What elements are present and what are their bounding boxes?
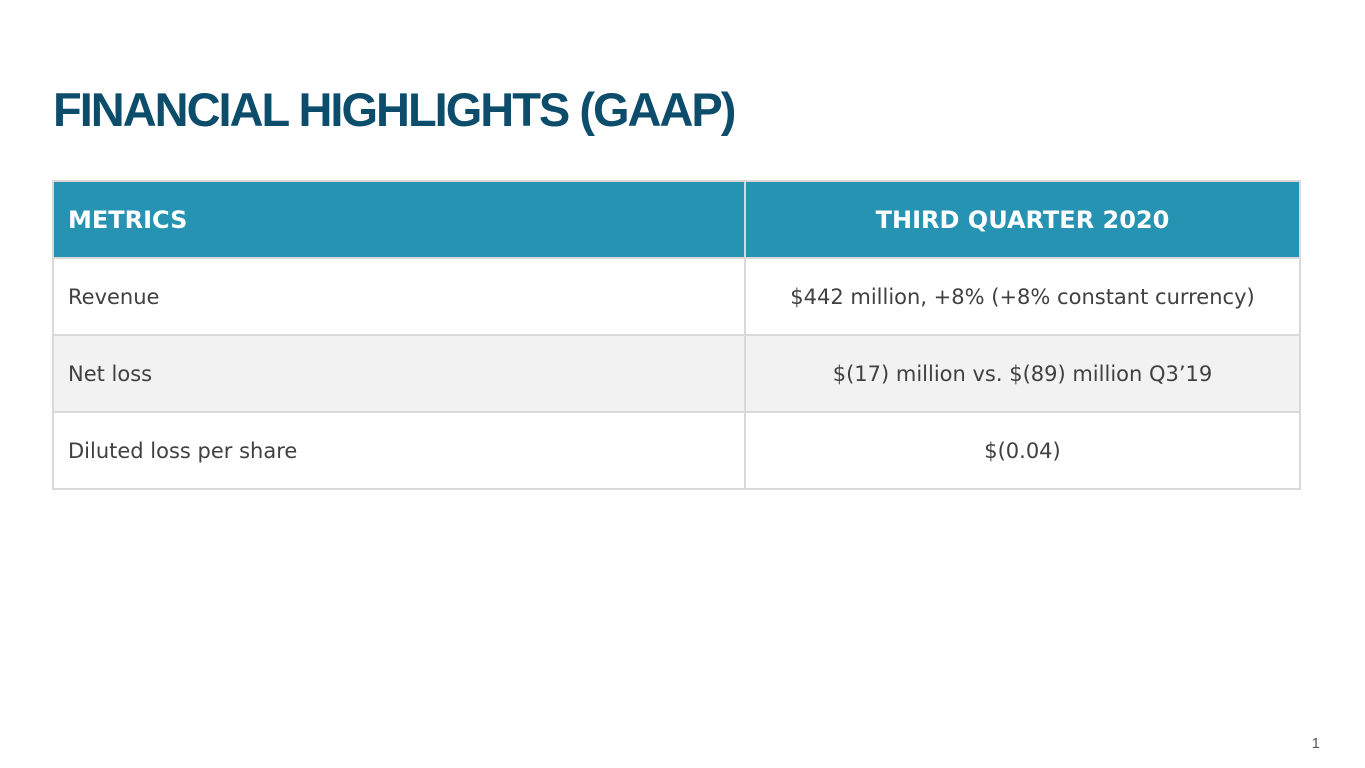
metric-label: Net loss — [52, 334, 746, 413]
metric-label: Diluted loss per share — [52, 411, 746, 490]
table-row: Diluted loss per share $(0.04) — [52, 411, 1301, 490]
table-row: Revenue $442 million, +8% (+8% constant … — [52, 257, 1301, 336]
page-number: 1 — [1311, 735, 1320, 752]
table-row: Net loss $(17) million vs. $(89) million… — [52, 334, 1301, 413]
metric-value: $(0.04) — [744, 411, 1301, 490]
slide-title: FINANCIAL HIGHLIGHTS (GAAP) — [53, 83, 736, 136]
metrics-table: METRICS THIRD QUARTER 2020 Revenue $442 … — [52, 180, 1301, 490]
metric-value: $(17) million vs. $(89) million Q3’19 — [744, 334, 1301, 413]
metric-label: Revenue — [52, 257, 746, 336]
table-header-row: METRICS THIRD QUARTER 2020 — [52, 180, 1301, 259]
column-header-period: THIRD QUARTER 2020 — [744, 180, 1301, 259]
metric-value: $442 million, +8% (+8% constant currency… — [744, 257, 1301, 336]
column-header-metrics: METRICS — [52, 180, 746, 259]
